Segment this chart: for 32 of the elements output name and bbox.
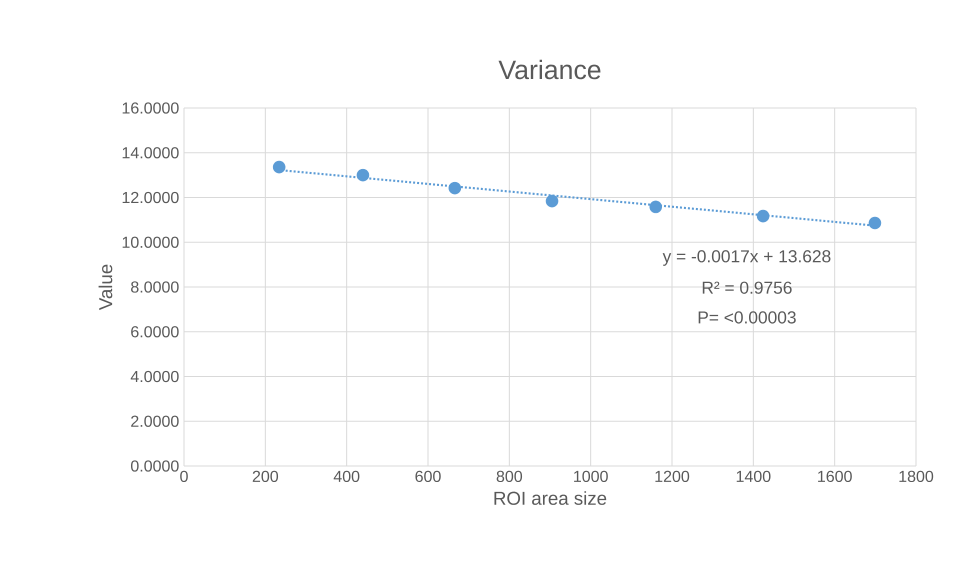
x-tick-label: 0 [180,470,188,482]
y-axis-title: Value [98,264,112,310]
x-tick-label: 800 [496,470,522,482]
x-axis-title: ROI area size [494,491,606,505]
x-tick-label: 1800 [899,470,934,482]
y-tick-label: 8.0000 [131,281,179,293]
point [356,168,370,182]
x-tick-label: 1400 [736,470,771,482]
x-tick-label: 1000 [574,470,608,482]
y-tick-label: 0.0000 [130,460,179,472]
annotation: y = -0.0017x + 13.628 [662,250,830,266]
chart-title: Variance [498,60,600,80]
point [272,160,286,174]
y-tick-label: 2.0000 [131,416,179,427]
annotation: R² = 0.9756 [702,282,792,294]
y-tick-label: 16.0000 [122,102,179,114]
y-tick-label: 6.0000 [131,326,179,338]
x-tick-label: 400 [334,470,360,482]
annotation: P= <0.00003 [698,311,796,324]
y-tick-label: 10.0000 [122,236,179,248]
point [868,216,882,230]
y-tick-label: 4.0000 [130,370,179,382]
point [649,200,662,214]
x-tick-label: 1200 [655,470,690,482]
point [756,210,770,222]
x-tick-label: 200 [252,470,278,482]
x-tick-label: 1600 [818,470,852,482]
y-tick-label: 12.0000 [122,192,179,204]
point [546,194,558,208]
point [448,182,462,194]
x-tick-label: 600 [415,470,441,482]
y-tick-label: 14.0000 [122,147,179,158]
